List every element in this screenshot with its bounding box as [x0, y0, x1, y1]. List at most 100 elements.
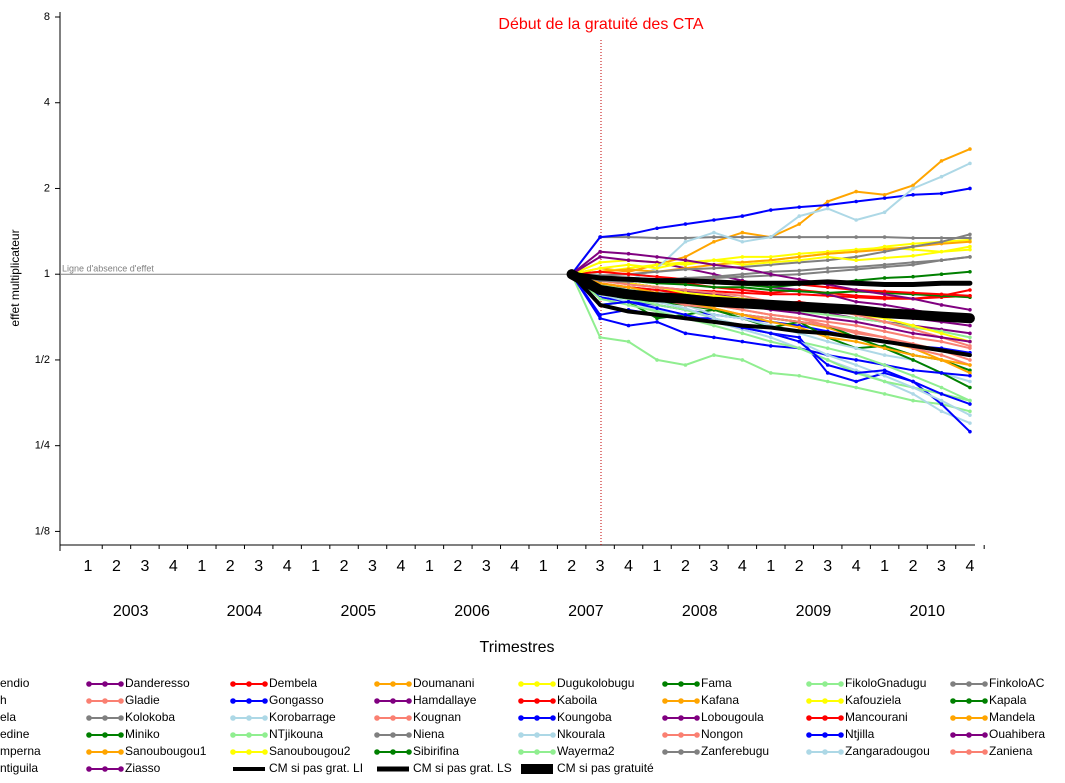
point [854, 339, 858, 344]
legend-swatch [406, 715, 412, 721]
legend-swatch [534, 715, 540, 721]
legend-swatch [822, 715, 828, 721]
legend-swatch [822, 681, 828, 687]
legend-swatch [118, 766, 124, 772]
point [655, 236, 659, 240]
point [968, 239, 972, 244]
x-tick-label: 4 [965, 558, 974, 575]
legend-label: Gongasso [269, 693, 324, 707]
legend-label: NTjikouna [269, 727, 323, 741]
y-tick-label: 1 [44, 268, 50, 280]
point [797, 205, 802, 209]
point [825, 251, 830, 256]
point [882, 363, 887, 367]
point [939, 249, 944, 254]
point [825, 335, 830, 340]
point [911, 244, 915, 249]
legend-swatch [390, 732, 396, 738]
point [598, 269, 602, 274]
point [882, 249, 887, 254]
point [712, 293, 716, 298]
point [740, 313, 745, 317]
point [854, 293, 858, 298]
x-tick-label: 4 [510, 558, 519, 575]
legend-swatch [102, 698, 108, 704]
x-tick-label: 4 [738, 558, 747, 575]
point [968, 293, 972, 298]
point [968, 323, 972, 328]
point [712, 353, 716, 357]
point [825, 203, 830, 207]
point [854, 320, 858, 324]
point [968, 255, 972, 259]
point [769, 371, 773, 375]
legend-swatch [678, 749, 684, 755]
point [740, 235, 745, 239]
x-group-label: 2007 [568, 603, 604, 620]
point [825, 320, 830, 324]
x-group-label: 2005 [340, 603, 376, 620]
point [740, 255, 745, 259]
legend-label: Miniko [125, 727, 160, 741]
x-tick-label: 3 [596, 558, 605, 575]
point [797, 222, 802, 226]
point [825, 346, 830, 350]
point [911, 296, 915, 301]
point [626, 262, 631, 267]
point [769, 285, 773, 290]
legend-swatch [694, 749, 700, 755]
legend-swatch [550, 749, 556, 755]
point [797, 255, 802, 259]
x-tick-label: 2 [909, 558, 918, 575]
legend-label: Gladie [125, 693, 160, 707]
legend-swatch [534, 698, 540, 704]
x-tick-label: 1 [766, 558, 775, 575]
legend-swatch [534, 732, 540, 738]
legend-swatch [262, 681, 268, 687]
legend-swatch [262, 749, 268, 755]
point [797, 214, 802, 218]
legend-swatch [678, 681, 684, 687]
point [712, 323, 716, 328]
point [882, 256, 887, 260]
legend-label: Mandela [989, 710, 1035, 724]
point [825, 199, 830, 204]
y-tick-label: 1/8 [35, 525, 50, 537]
legend-label: Ntjilla [845, 727, 875, 741]
point [968, 247, 972, 252]
point [797, 289, 802, 294]
point [797, 277, 802, 282]
point [825, 371, 830, 375]
point [598, 335, 602, 340]
legend-label: Sanoubougou1 [125, 744, 207, 758]
point [939, 159, 944, 163]
point [797, 311, 802, 315]
point [655, 288, 659, 292]
legend-swatch [262, 715, 268, 721]
point [712, 230, 716, 235]
legend-label: Doumanani [413, 676, 474, 690]
x-tick-label: 1 [425, 558, 434, 575]
point [968, 147, 972, 151]
point [712, 285, 716, 290]
point [882, 346, 887, 350]
legend-swatch [518, 732, 524, 738]
point [968, 358, 972, 362]
point [968, 409, 972, 414]
point [712, 306, 716, 310]
point [939, 409, 944, 414]
x-tick-label: 3 [368, 558, 377, 575]
point [655, 306, 659, 310]
point [968, 379, 972, 384]
legend-label: Niena [413, 727, 445, 741]
point [939, 358, 944, 362]
legend-label: Nkourala [557, 727, 605, 741]
x-tick-label: 3 [140, 558, 149, 575]
point [626, 251, 631, 256]
point [911, 398, 915, 403]
x-tick-label: 2 [112, 558, 121, 575]
x-group-label: 2003 [113, 603, 149, 620]
point [968, 371, 972, 375]
point [769, 288, 773, 292]
legend-label: Koungoba [557, 710, 612, 724]
